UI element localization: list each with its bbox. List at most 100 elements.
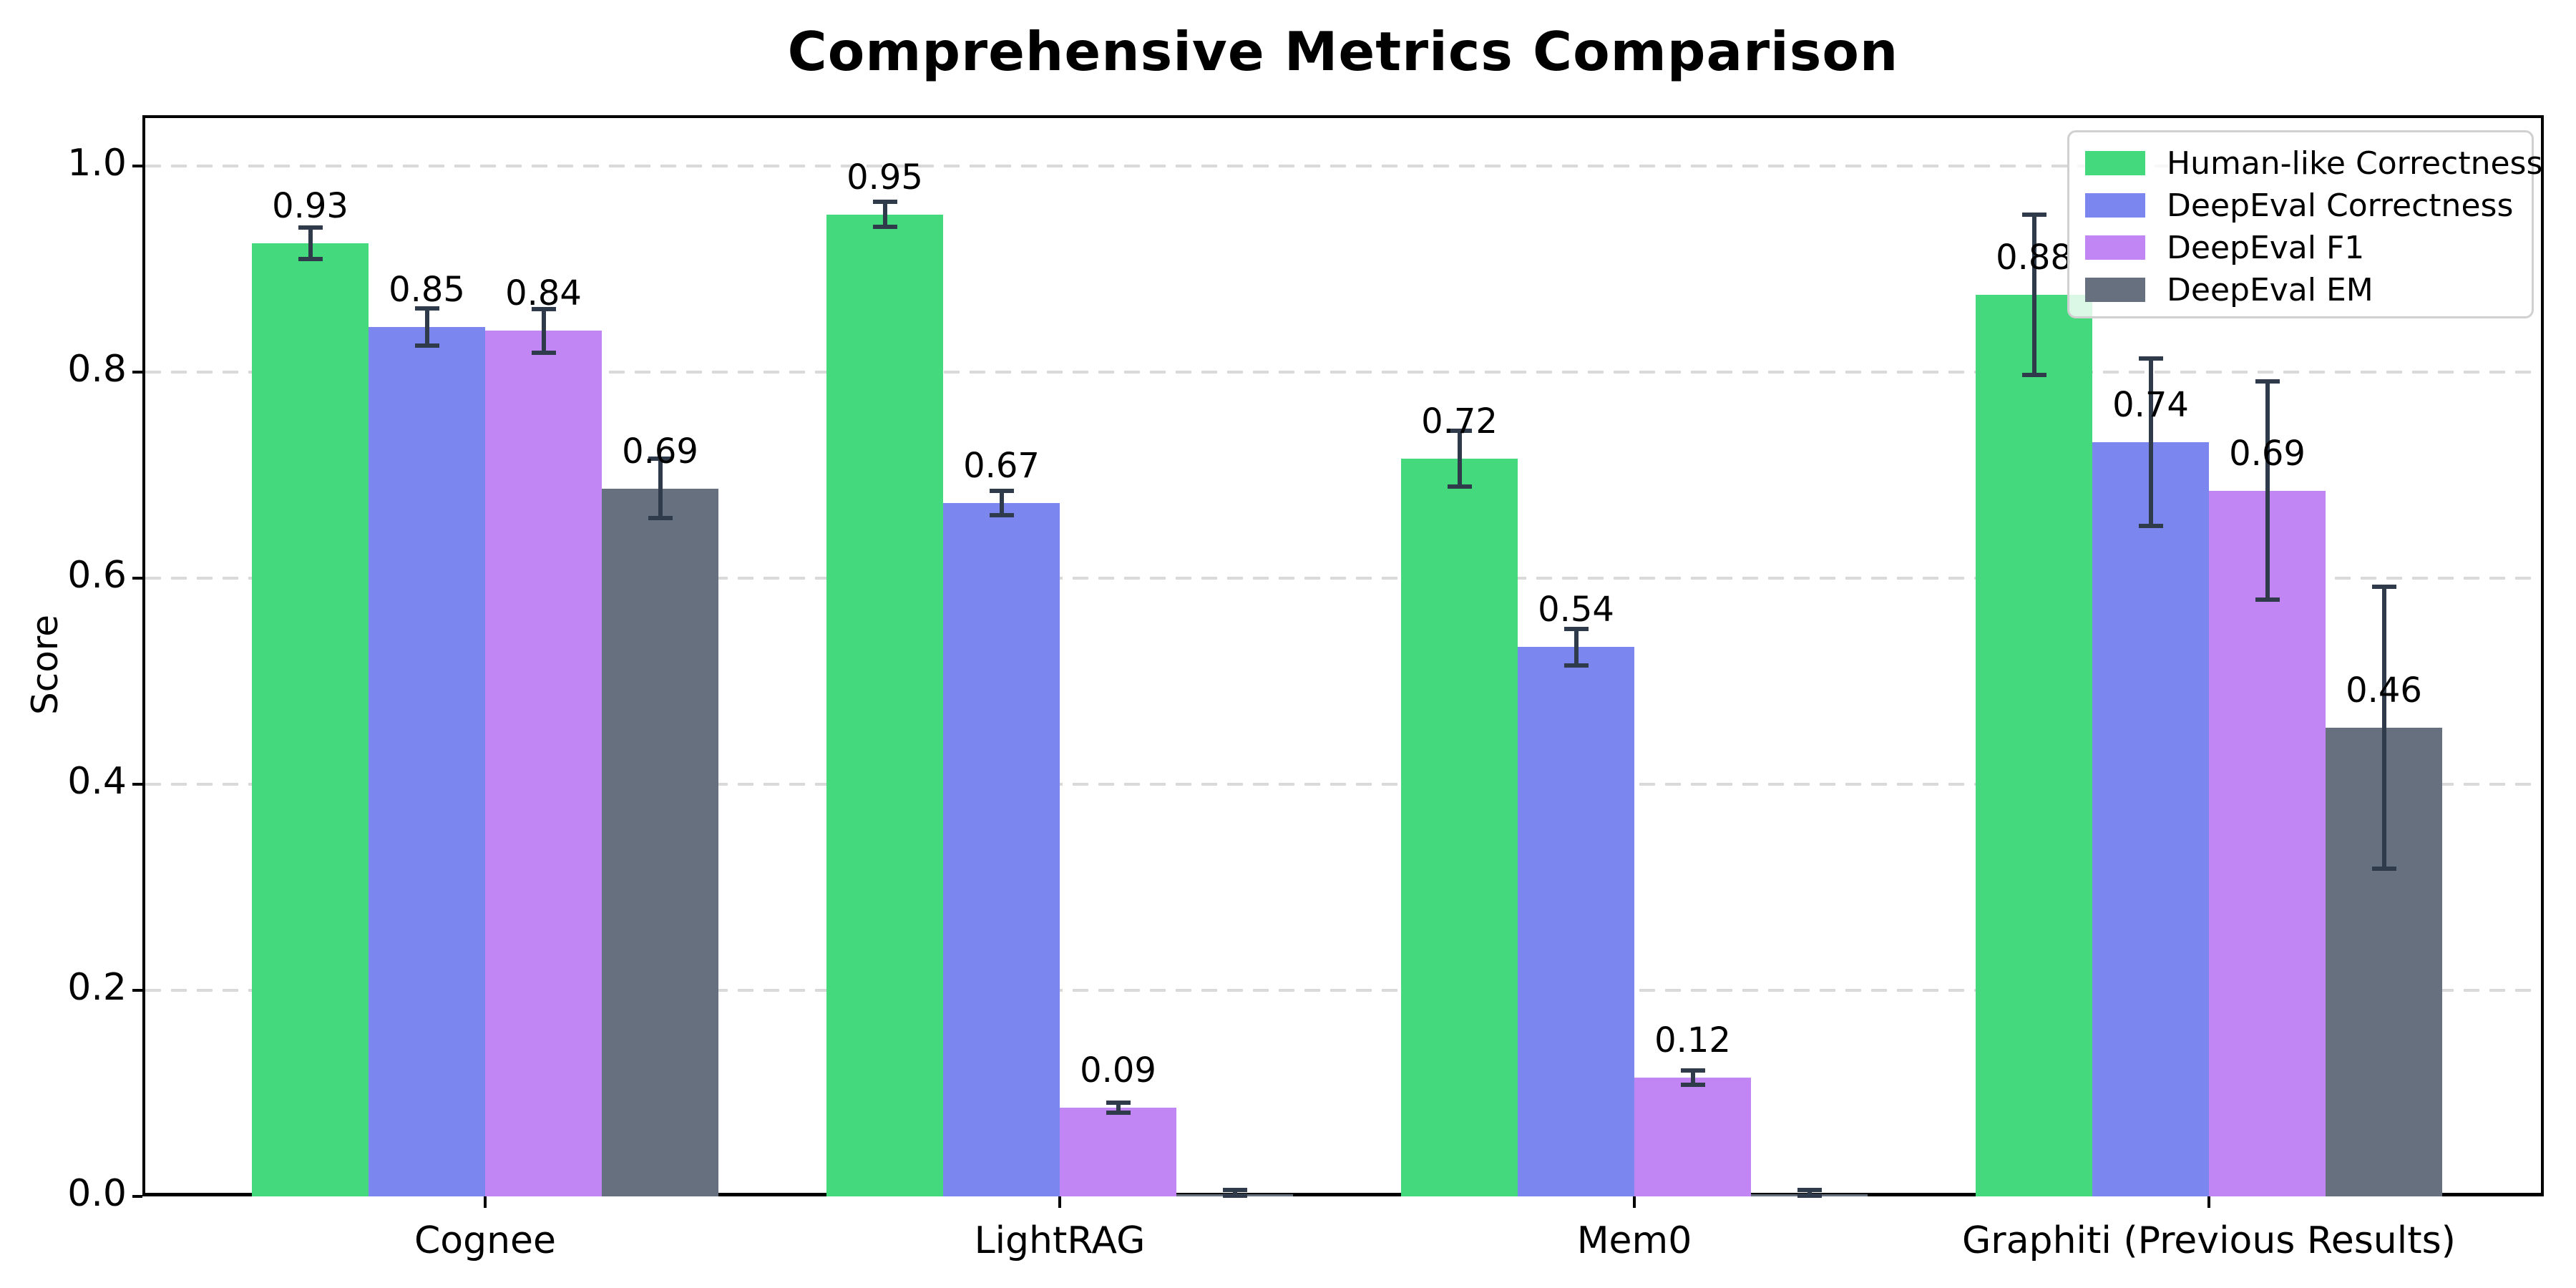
legend-swatch-icon [2085, 151, 2145, 175]
error-bar-cap-bottom [648, 516, 673, 521]
legend-row-deepeval-f1: DeepEval F1 [2069, 228, 2532, 268]
y-tick-mark [132, 1195, 142, 1198]
error-bar-cap-bottom [2371, 867, 2396, 872]
y-tick-label: 0.4 [67, 760, 127, 803]
error-bar [658, 458, 663, 519]
gridline-y-1.0 [145, 165, 2541, 167]
error-bar-cap-top [298, 225, 323, 230]
bar-deepeval-correctness-graphiti-previous-results- [2092, 441, 2209, 1196]
legend-label: Human-like Correctness [2167, 145, 2543, 182]
y-tick-mark [132, 989, 142, 992]
gridline-y-0.6 [145, 577, 2541, 580]
error-bar [1574, 628, 1579, 666]
error-bar-cap-bottom [531, 350, 556, 355]
y-tick-label: 0.0 [67, 1172, 127, 1215]
y-tick-label: 0.2 [67, 966, 127, 1009]
bar-value-label: 0.84 [505, 273, 582, 314]
error-bar [1232, 1190, 1237, 1196]
bar-value-label: 0.88 [1996, 238, 2072, 278]
error-bar-cap-bottom [989, 513, 1014, 518]
x-category-label: Cognee [414, 1219, 557, 1262]
error-bar [541, 309, 546, 353]
error-bar [308, 228, 313, 259]
bar-deepeval-f1-graphiti-previous-results- [2209, 490, 2326, 1196]
bar-value-label: 0.67 [963, 445, 1040, 486]
y-tick-label: 0.6 [67, 554, 127, 597]
bar-value-label: 0.54 [1538, 590, 1614, 630]
error-bar-cap-top [2371, 584, 2396, 589]
gridline-y-0.8 [145, 371, 2541, 374]
error-bar-cap-top [2021, 212, 2046, 217]
legend-row-human-like-correctness: Human-like Correctness [2069, 144, 2542, 184]
y-tick-label: 1.0 [67, 142, 127, 185]
y-tick-mark [132, 371, 142, 374]
legend-row-deepeval-correctness: DeepEval Correctness [2069, 186, 2532, 226]
bar-deepeval-f1-lightrag [1060, 1108, 1176, 1196]
bar-value-label: 0.72 [1421, 401, 1498, 441]
bar-human-like-correctness-graphiti-previous-results- [1976, 295, 2092, 1196]
error-bar-cap-bottom [1222, 1194, 1247, 1198]
error-bar [2381, 586, 2386, 869]
x-tick-mark [1633, 1196, 1636, 1208]
y-tick-label: 0.8 [67, 348, 127, 391]
legend-row-deepeval-em: DeepEval EM [2069, 270, 2532, 311]
y-tick-mark [132, 577, 142, 580]
legend: Human-like Correctness DeepEval Correctne… [2067, 130, 2542, 318]
bar-deepeval-f1-cognee [485, 331, 602, 1196]
error-bar [882, 202, 887, 227]
error-bar [424, 308, 429, 346]
error-bar-cap-bottom [1563, 663, 1589, 668]
error-bar-cap-top [531, 307, 556, 312]
error-bar-cap-top [1680, 1068, 1705, 1073]
error-bar [2265, 381, 2270, 600]
error-bar-cap-top [2255, 379, 2280, 384]
legend-swatch-icon [2085, 278, 2145, 302]
error-bar-cap-top [2138, 356, 2163, 361]
error-bar [1116, 1102, 1121, 1113]
bar-value-label: 0.74 [2112, 384, 2189, 425]
y-tick-mark [132, 783, 142, 786]
bar-value-label: 0.09 [1080, 1050, 1156, 1091]
gridline-y-0.4 [145, 783, 2541, 786]
error-bar-cap-top [872, 200, 897, 205]
bar-human-like-correctness-mem0 [1401, 458, 1518, 1196]
error-bar-cap-bottom [2021, 373, 2046, 378]
error-bar-cap-top [414, 306, 439, 311]
x-tick-mark [2207, 1196, 2210, 1208]
error-bar-cap-top [1447, 429, 1472, 434]
legend-swatch-icon [2085, 235, 2145, 260]
bar-deepeval-em-cognee [602, 488, 718, 1196]
gridline-y-0.2 [145, 989, 2541, 992]
error-bar-cap-bottom [1797, 1194, 1822, 1198]
legend-label: DeepEval Correctness [2167, 187, 2514, 224]
error-bar-cap-top [1563, 626, 1589, 631]
error-bar-cap-top [1797, 1188, 1822, 1193]
x-category-label: Mem0 [1576, 1219, 1692, 1262]
error-bar-cap-bottom [414, 343, 439, 348]
bar-human-like-correctness-lightrag [826, 214, 943, 1196]
bar-deepeval-correctness-cognee [369, 326, 485, 1196]
chart-title: Comprehensive Metrics Comparison [787, 20, 1899, 83]
bar-value-label: 0.95 [847, 157, 923, 197]
legend-swatch-icon [2085, 193, 2145, 218]
legend-label: DeepEval EM [2167, 272, 2373, 308]
bar-value-label: 0.69 [2229, 433, 2306, 474]
x-category-label: LightRAG [974, 1219, 1146, 1262]
bar-value-label: 0.12 [1654, 1020, 1731, 1061]
bar-deepeval-f1-mem0 [1634, 1078, 1751, 1196]
error-bar [1690, 1070, 1695, 1085]
bar-deepeval-correctness-lightrag [943, 502, 1060, 1196]
bar-value-label: 0.46 [2346, 670, 2422, 711]
error-bar-cap-bottom [1680, 1083, 1705, 1088]
error-bar [2148, 358, 2153, 526]
x-category-label: Graphiti (Previous Results) [1962, 1219, 2456, 1262]
error-bar [999, 490, 1004, 516]
bar-deepeval-correctness-mem0 [1518, 647, 1634, 1196]
error-bar-cap-bottom [2138, 523, 2163, 528]
error-bar-cap-bottom [1106, 1111, 1131, 1116]
error-bar [2031, 214, 2036, 376]
bar-value-label: 0.69 [622, 431, 698, 472]
error-bar-cap-bottom [298, 256, 323, 261]
error-bar [1807, 1190, 1812, 1196]
